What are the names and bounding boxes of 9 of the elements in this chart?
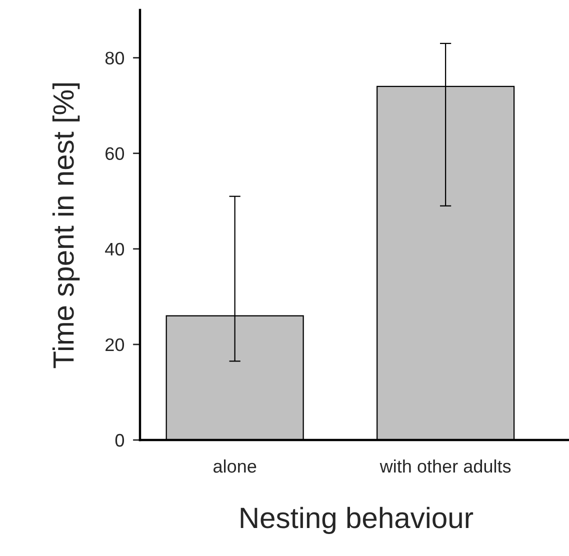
x-tick-label: alone <box>214 459 256 473</box>
x-tick-label: with other adults <box>380 459 511 473</box>
y-axis-title: Time spent in nest [%] <box>52 83 80 368</box>
y-tick-label: 40 <box>105 242 124 256</box>
y-tick-label: 20 <box>106 338 124 352</box>
y-tick-label: 60 <box>106 147 124 160</box>
y-tick-label: 80 <box>105 52 124 64</box>
x-axis-title: Nesting behaviour <box>240 506 474 534</box>
y-tick-label: 0 <box>115 434 124 447</box>
